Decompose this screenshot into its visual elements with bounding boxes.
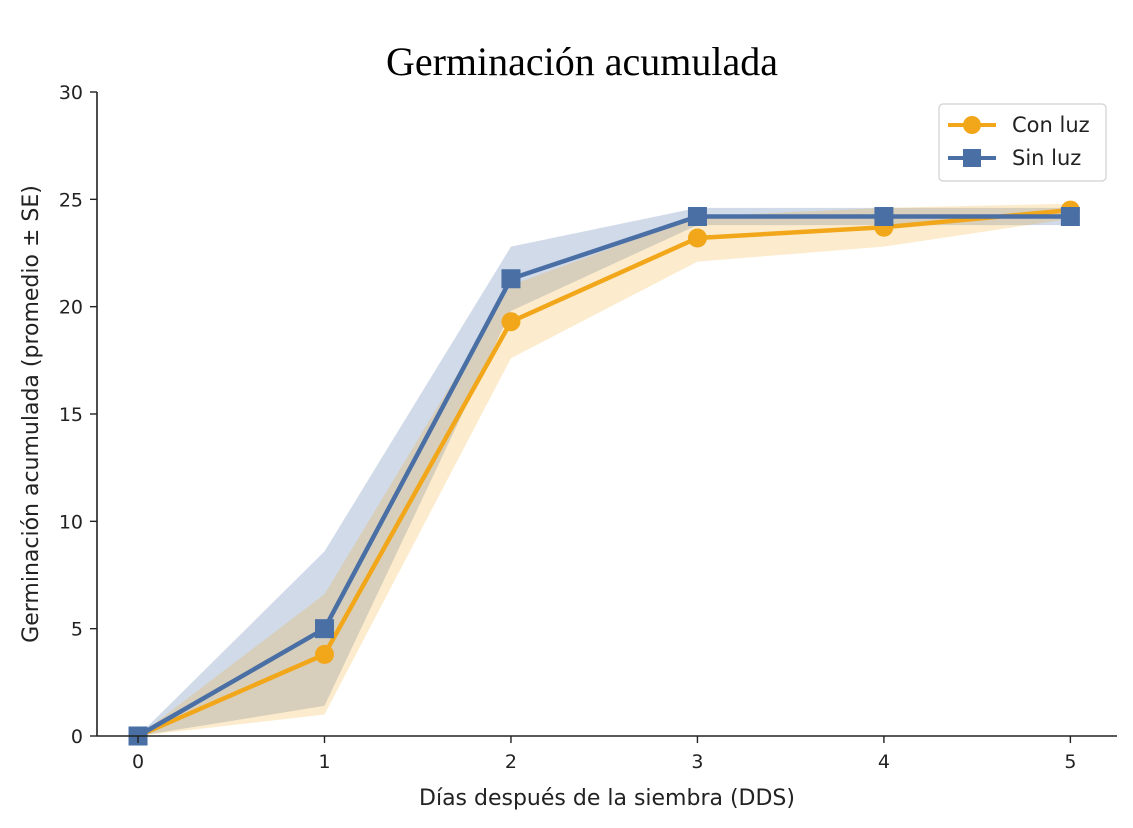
line-con-luz [137, 207, 1071, 739]
series-lines [136, 207, 1071, 739]
x-tick-label: 5 [1064, 751, 1076, 773]
point-sin-luz [314, 619, 334, 639]
x-tick-label: 4 [878, 751, 890, 773]
chart-title: Germinación acumulada [386, 39, 778, 84]
band-con-luz [138, 203, 1071, 737]
x-axis-label: Días después de la siembra (DDS) [419, 786, 795, 811]
y-tick-label: 0 [71, 726, 83, 748]
y-axis-label: Germinación acumulada (promedio ± SE) [19, 185, 44, 643]
point-sin-luz [874, 207, 894, 227]
y-tick-label: 15 [59, 404, 83, 426]
y-tick-label: 5 [71, 619, 83, 641]
legend-label-sin-luz: Sin luz [1012, 146, 1081, 170]
point-sin-luz [1060, 207, 1080, 227]
y-tick-label: 10 [59, 511, 83, 533]
point-con-luz [314, 644, 334, 664]
point-con-luz [501, 312, 521, 332]
y-ticks: 0 5 10 15 20 25 30 [59, 82, 97, 748]
legend: Con luz Sin luz [938, 103, 1107, 182]
y-tick-label: 20 [59, 297, 83, 319]
error-bands [138, 203, 1071, 737]
y-tick-label: 25 [59, 189, 83, 211]
point-sin-luz [501, 269, 521, 289]
y-tick-label: 30 [59, 82, 83, 104]
x-tick-label: 0 [132, 751, 144, 773]
line-sin-luz [136, 214, 1071, 738]
legend-marker-sin-luz [963, 149, 981, 167]
x-tick-label: 1 [318, 751, 330, 773]
x-tick-label: 2 [505, 751, 517, 773]
x-ticks: 0 1 2 3 4 5 [132, 736, 1076, 773]
point-con-luz [687, 228, 707, 248]
legend-label-con-luz: Con luz [1012, 113, 1090, 137]
band-sin-luz [138, 207, 1071, 736]
point-sin-luz [687, 207, 707, 227]
x-tick-label: 3 [691, 751, 703, 773]
legend-marker-con-luz [963, 116, 981, 134]
